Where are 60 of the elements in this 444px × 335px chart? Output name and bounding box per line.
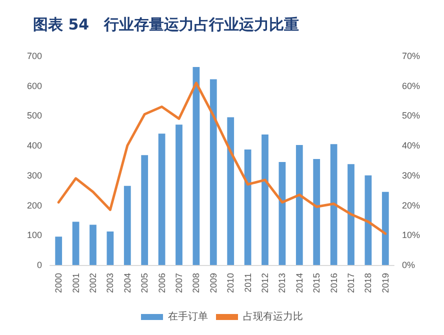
x-tick-label: 2015 bbox=[312, 273, 322, 294]
bar bbox=[313, 159, 320, 265]
x-tick-label: 2016 bbox=[328, 273, 339, 294]
bar bbox=[382, 192, 389, 265]
bar bbox=[124, 186, 131, 265]
x-tick-label: 2000 bbox=[54, 273, 64, 294]
x-tick-label: 2019 bbox=[380, 273, 390, 294]
x-tick-label: 2006 bbox=[156, 273, 167, 294]
y2-tick-label: 60% bbox=[402, 80, 420, 91]
y-tick-label: 500 bbox=[26, 110, 42, 121]
x-tick-label: 2014 bbox=[294, 273, 304, 294]
bar bbox=[227, 117, 234, 265]
y2-tick-label: 0% bbox=[402, 260, 416, 270]
bar bbox=[330, 144, 338, 265]
bar bbox=[55, 236, 62, 265]
x-tick-label: 2003 bbox=[105, 273, 116, 294]
y2-tick-label: 40% bbox=[402, 140, 420, 151]
y-tick-label: 700 bbox=[26, 51, 42, 61]
y2-tick-label: 30% bbox=[402, 170, 420, 180]
y-tick-label: 400 bbox=[26, 140, 42, 151]
bar bbox=[176, 124, 182, 265]
y-tick-label: 200 bbox=[26, 200, 42, 210]
bar bbox=[278, 162, 286, 265]
bar bbox=[244, 149, 252, 265]
bar bbox=[106, 232, 114, 265]
y2-tick-label: 10% bbox=[402, 230, 420, 240]
x-tick-label: 2009 bbox=[208, 273, 218, 294]
x-tick-label: 2012 bbox=[260, 273, 270, 294]
x-tick-label: 2013 bbox=[277, 273, 288, 294]
bar bbox=[192, 67, 200, 265]
x-tick-label: 2002 bbox=[88, 273, 98, 294]
x-tick-label: 2001 bbox=[70, 273, 81, 294]
bar bbox=[158, 134, 166, 265]
bar bbox=[364, 175, 372, 265]
bar bbox=[72, 222, 80, 265]
line-series bbox=[57, 82, 387, 235]
y-tick-label: 600 bbox=[26, 80, 42, 91]
bar bbox=[210, 79, 217, 265]
x-tick-label: 2017 bbox=[346, 273, 356, 294]
bar bbox=[90, 224, 96, 265]
y2-tick-label: 70% bbox=[402, 51, 420, 61]
y-tick-label: 0 bbox=[36, 260, 42, 270]
y2-tick-label: 50% bbox=[402, 110, 420, 121]
bar bbox=[348, 164, 354, 265]
x-tick-label: 2011 bbox=[242, 273, 253, 292]
legend-label: 在手订单 bbox=[168, 310, 208, 322]
chart-title: 图表 54 行业存量运力占行业运力比重 bbox=[33, 16, 300, 34]
y-tick-label: 100 bbox=[26, 230, 42, 240]
x-tick-label: 2018 bbox=[363, 273, 374, 294]
bar bbox=[141, 155, 148, 265]
x-tick-label: 2004 bbox=[122, 273, 132, 294]
y-tick-label: 300 bbox=[26, 170, 42, 180]
legend-label: 占现有运力比 bbox=[243, 310, 303, 322]
x-tick-label: 2010 bbox=[226, 273, 236, 294]
bar bbox=[296, 144, 303, 265]
y2-tick-label: 20% bbox=[402, 200, 420, 210]
x-tick-label: 2005 bbox=[140, 273, 150, 294]
x-tick-label: 2007 bbox=[174, 273, 184, 294]
bar bbox=[262, 134, 268, 265]
x-tick-label: 2008 bbox=[191, 273, 202, 294]
